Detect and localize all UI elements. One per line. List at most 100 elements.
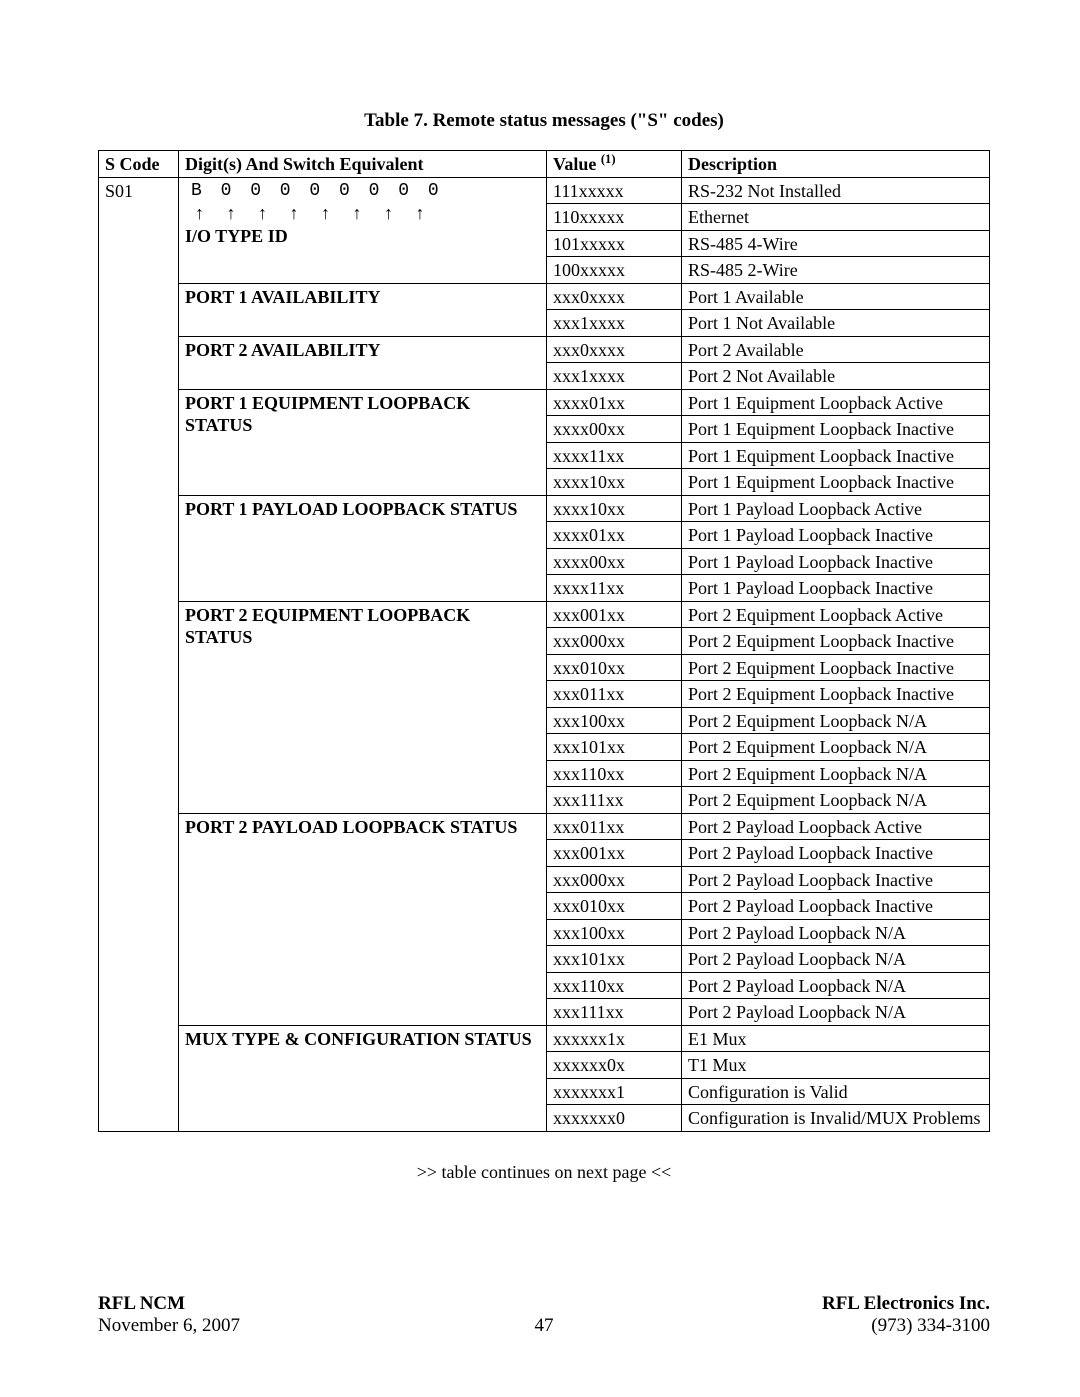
footer-left-bold: RFL NCM xyxy=(98,1293,185,1315)
value-cell: xxx0xxxx xyxy=(547,283,682,310)
value-cell: 111xxxxx xyxy=(547,177,682,204)
digit-line: B 0 0 0 0 0 0 0 0 xyxy=(185,180,540,203)
table-row: PORT 1 AVAILABILITYxxx0xxxxPort 1 Availa… xyxy=(99,283,990,310)
table-row: PORT 2 EQUIPMENT LOOPBACK STATUSxxx001xx… xyxy=(99,601,990,628)
value-cell: xxxxxxx0 xyxy=(547,1105,682,1132)
value-cell: 100xxxxx xyxy=(547,257,682,284)
description-cell: Port 2 Payload Loopback Inactive xyxy=(682,840,990,867)
description-cell: Port 2 Payload Loopback Active xyxy=(682,813,990,840)
col-description: Description xyxy=(682,151,990,178)
description-cell: RS-485 2-Wire xyxy=(682,257,990,284)
value-cell: xxx100xx xyxy=(547,919,682,946)
description-cell: Port 2 Equipment Loopback N/A xyxy=(682,787,990,814)
table-row: PORT 1 PAYLOAD LOOPBACK STATUSxxxx10xxPo… xyxy=(99,495,990,522)
table-header-row: S Code Digit(s) And Switch Equivalent Va… xyxy=(99,151,990,178)
value-cell: xxx111xx xyxy=(547,999,682,1026)
document-page: Table 7. Remote status messages ("S" cod… xyxy=(0,0,1080,1397)
table-row: PORT 2 PAYLOAD LOOPBACK STATUSxxx011xxPo… xyxy=(99,813,990,840)
table-caption: Table 7. Remote status messages ("S" cod… xyxy=(98,110,990,132)
description-cell: Port 2 Equipment Loopback Inactive xyxy=(682,654,990,681)
section-label-cell: PORT 2 AVAILABILITY xyxy=(179,336,547,389)
col-digits: Digit(s) And Switch Equivalent xyxy=(179,151,547,178)
value-cell: xxx0xxxx xyxy=(547,336,682,363)
description-cell: T1 Mux xyxy=(682,1052,990,1079)
description-cell: Port 2 Equipment Loopback Inactive xyxy=(682,628,990,655)
col-value-sup: (1) xyxy=(601,152,616,166)
description-cell: Port 2 Payload Loopback Inactive xyxy=(682,866,990,893)
section-label-cell: PORT 1 PAYLOAD LOOPBACK STATUS xyxy=(179,495,547,601)
description-cell: Port 1 Equipment Loopback Active xyxy=(682,389,990,416)
continues-note: >> table continues on next page << xyxy=(98,1162,990,1183)
table-row: MUX TYPE & CONFIGURATION STATUSxxxxxx1xE… xyxy=(99,1025,990,1052)
description-cell: Port 2 Payload Loopback N/A xyxy=(682,946,990,973)
value-cell: xxx001xx xyxy=(547,840,682,867)
value-cell: 101xxxxx xyxy=(547,230,682,257)
description-cell: Port 2 Not Available xyxy=(682,363,990,390)
scode-cell: S01 xyxy=(99,177,179,1131)
value-cell: xxx110xx xyxy=(547,972,682,999)
description-cell: Port 2 Equipment Loopback N/A xyxy=(682,760,990,787)
description-cell: Port 2 Equipment Loopback Active xyxy=(682,601,990,628)
value-cell: xxxx10xx xyxy=(547,495,682,522)
description-cell: Port 2 Payload Loopback N/A xyxy=(682,999,990,1026)
description-cell: Port 2 Payload Loopback N/A xyxy=(682,972,990,999)
col-value-text: Value xyxy=(553,154,601,174)
description-cell: Port 2 Equipment Loopback N/A xyxy=(682,707,990,734)
section-label-cell: PORT 2 EQUIPMENT LOOPBACK STATUS xyxy=(179,601,547,813)
description-cell: RS-232 Not Installed xyxy=(682,177,990,204)
col-value: Value (1) xyxy=(547,151,682,178)
digits-and-section-cell: B 0 0 0 0 0 0 0 0↑ ↑ ↑ ↑ ↑ ↑ ↑ ↑I/O TYPE… xyxy=(179,177,547,283)
value-cell: xxx010xx xyxy=(547,893,682,920)
value-cell: xxxx11xx xyxy=(547,442,682,469)
footer-page: 47 xyxy=(98,1315,990,1337)
value-cell: xxxxxx1x xyxy=(547,1025,682,1052)
description-cell: Port 2 Payload Loopback Inactive xyxy=(682,893,990,920)
value-cell: xxx1xxxx xyxy=(547,363,682,390)
value-cell: xxx010xx xyxy=(547,654,682,681)
value-cell: xxxxxx0x xyxy=(547,1052,682,1079)
description-cell: Port 2 Equipment Loopback Inactive xyxy=(682,681,990,708)
status-table: S Code Digit(s) And Switch Equivalent Va… xyxy=(98,150,990,1132)
description-cell: Port 2 Available xyxy=(682,336,990,363)
table-row: S01B 0 0 0 0 0 0 0 0↑ ↑ ↑ ↑ ↑ ↑ ↑ ↑I/O T… xyxy=(99,177,990,204)
description-cell: Port 1 Equipment Loopback Inactive xyxy=(682,469,990,496)
description-cell: Configuration is Invalid/MUX Problems xyxy=(682,1105,990,1132)
value-cell: xxxx10xx xyxy=(547,469,682,496)
value-cell: xxx011xx xyxy=(547,813,682,840)
description-cell: E1 Mux xyxy=(682,1025,990,1052)
value-cell: xxx1xxxx xyxy=(547,310,682,337)
value-cell: xxx011xx xyxy=(547,681,682,708)
value-cell: xxxx00xx xyxy=(547,416,682,443)
description-cell: Port 1 Payload Loopback Inactive xyxy=(682,522,990,549)
value-cell: xxxxxxx1 xyxy=(547,1078,682,1105)
description-cell: Port 1 Equipment Loopback Inactive xyxy=(682,416,990,443)
table-row: PORT 1 EQUIPMENT LOOPBACK STATUSxxxx01xx… xyxy=(99,389,990,416)
description-cell: Port 1 Not Available xyxy=(682,310,990,337)
value-cell: xxxx01xx xyxy=(547,389,682,416)
col-scode: S Code xyxy=(99,151,179,178)
section-label-cell: MUX TYPE & CONFIGURATION STATUS xyxy=(179,1025,547,1131)
footer-right-bold: RFL Electronics Inc. xyxy=(822,1293,990,1315)
description-cell: Port 1 Payload Loopback Active xyxy=(682,495,990,522)
description-cell: Port 1 Available xyxy=(682,283,990,310)
section-label-cell: PORT 2 PAYLOAD LOOPBACK STATUS xyxy=(179,813,547,1025)
value-cell: xxx101xx xyxy=(547,946,682,973)
description-cell: Ethernet xyxy=(682,204,990,231)
value-cell: xxx000xx xyxy=(547,866,682,893)
section-label-cell: PORT 1 AVAILABILITY xyxy=(179,283,547,336)
value-cell: xxx001xx xyxy=(547,601,682,628)
table-body: S01B 0 0 0 0 0 0 0 0↑ ↑ ↑ ↑ ↑ ↑ ↑ ↑I/O T… xyxy=(99,177,990,1131)
description-cell: Port 2 Equipment Loopback N/A xyxy=(682,734,990,761)
description-cell: Port 1 Payload Loopback Inactive xyxy=(682,548,990,575)
value-cell: xxx100xx xyxy=(547,707,682,734)
description-cell: Configuration is Valid xyxy=(682,1078,990,1105)
value-cell: xxx000xx xyxy=(547,628,682,655)
table-row: PORT 2 AVAILABILITYxxx0xxxxPort 2 Availa… xyxy=(99,336,990,363)
value-cell: xxx101xx xyxy=(547,734,682,761)
description-cell: RS-485 4-Wire xyxy=(682,230,990,257)
section-label-cell: PORT 1 EQUIPMENT LOOPBACK STATUS xyxy=(179,389,547,495)
value-cell: xxxx01xx xyxy=(547,522,682,549)
value-cell: xxx110xx xyxy=(547,760,682,787)
description-cell: Port 1 Payload Loopback Inactive xyxy=(682,575,990,602)
section-label: I/O TYPE ID xyxy=(185,225,540,248)
